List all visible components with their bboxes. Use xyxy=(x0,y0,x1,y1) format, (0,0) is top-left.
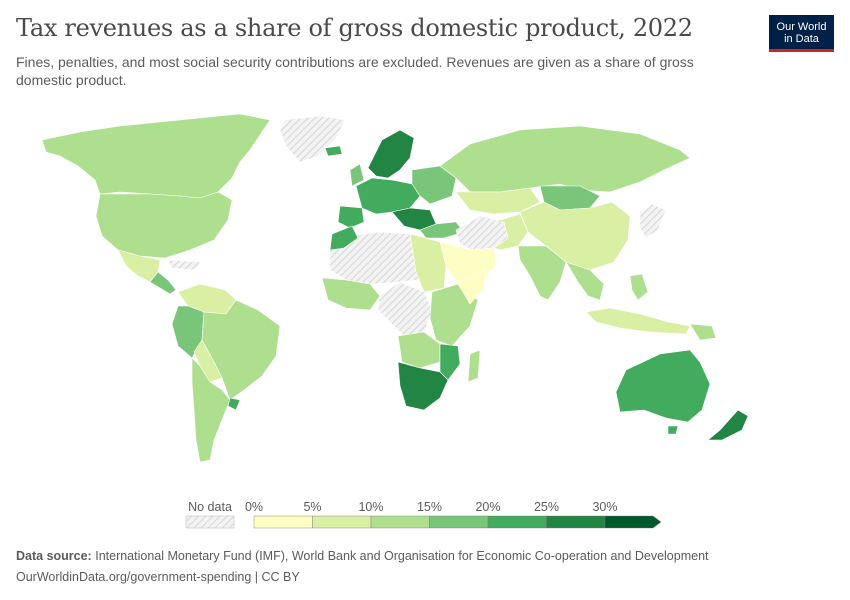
legend-bin-3[interactable] xyxy=(429,515,489,529)
legend-tick-6: 30% xyxy=(592,500,617,514)
region-alaska-canada[interactable] xyxy=(41,113,271,199)
legend-no-data-label: No data xyxy=(188,500,232,514)
region-australia[interactable] xyxy=(615,349,711,423)
legend-color-bins xyxy=(253,515,662,529)
legend-tick-4: 20% xyxy=(475,500,500,514)
region-indonesia[interactable] xyxy=(585,307,691,335)
logo-line-2: in Data xyxy=(784,33,819,45)
region-usa[interactable] xyxy=(95,191,233,259)
region-uk-ireland[interactable] xyxy=(349,163,365,187)
region-morocco[interactable] xyxy=(329,225,359,251)
region-caribbean[interactable] xyxy=(167,259,201,271)
legend-tick-0: 0% xyxy=(245,500,263,514)
data-source-text: International Monetary Fund (IMF), World… xyxy=(95,549,709,563)
legend-tick-labels: 0% 5% 10% 15% 20% 25% 30% xyxy=(245,500,618,514)
owid-logo[interactable]: Our World in Data xyxy=(769,15,834,52)
url-license-line[interactable]: OurWorldinData.org/government-spending |… xyxy=(16,570,300,584)
legend-bin-0[interactable] xyxy=(253,515,313,529)
legend-bin-6[interactable] xyxy=(604,515,662,529)
logo-line-1: Our World xyxy=(776,21,827,33)
region-angola-zambia[interactable] xyxy=(397,331,441,369)
region-japan-korea[interactable] xyxy=(639,203,667,239)
legend-bin-5[interactable] xyxy=(546,515,606,529)
chart-subtitle: Fines, penalties, and most social securi… xyxy=(16,54,694,88)
legend-tick-2: 10% xyxy=(358,500,383,514)
region-southeast-asia[interactable] xyxy=(565,261,605,301)
region-madagascar[interactable] xyxy=(467,349,481,383)
data-source-line: Data source: International Monetary Fund… xyxy=(16,549,709,563)
region-papua[interactable] xyxy=(689,323,717,341)
legend-tick-1: 5% xyxy=(303,500,321,514)
region-kazakhstan[interactable] xyxy=(455,187,541,215)
color-legend: No data 0% 5% 10% 15% 20% 25% 30% xyxy=(185,500,662,529)
region-tasmania[interactable] xyxy=(667,425,679,435)
region-india[interactable] xyxy=(517,245,567,301)
region-horn-of-africa[interactable] xyxy=(457,269,487,305)
region-western-europe[interactable] xyxy=(355,177,421,215)
legend-bin-4[interactable] xyxy=(487,515,547,529)
region-iceland[interactable] xyxy=(324,145,343,157)
region-scandinavia[interactable] xyxy=(367,129,415,179)
region-southern-africa[interactable] xyxy=(397,361,449,411)
region-philippines[interactable] xyxy=(629,273,649,301)
legend-no-data-swatch xyxy=(185,515,235,529)
region-iberia[interactable] xyxy=(337,205,365,229)
legend-tick-3: 15% xyxy=(417,500,442,514)
region-iran-afghanistan[interactable] xyxy=(493,213,529,251)
region-new-zealand[interactable] xyxy=(707,409,749,441)
region-russia[interactable] xyxy=(439,125,691,193)
legend-bin-2[interactable] xyxy=(370,515,430,529)
world-map xyxy=(41,113,749,463)
region-mozambique[interactable] xyxy=(439,343,461,381)
region-argentina-chile[interactable] xyxy=(191,357,231,463)
region-west-africa[interactable] xyxy=(321,277,381,311)
legend-bin-1[interactable] xyxy=(312,515,372,529)
region-greenland[interactable] xyxy=(279,115,346,163)
legend-tick-5: 25% xyxy=(534,500,559,514)
data-source-label: Data source: xyxy=(16,549,92,563)
region-central-america[interactable] xyxy=(149,271,177,295)
chart-title: Tax revenues as a share of gross domesti… xyxy=(16,14,693,42)
region-uruguay[interactable] xyxy=(227,397,241,411)
